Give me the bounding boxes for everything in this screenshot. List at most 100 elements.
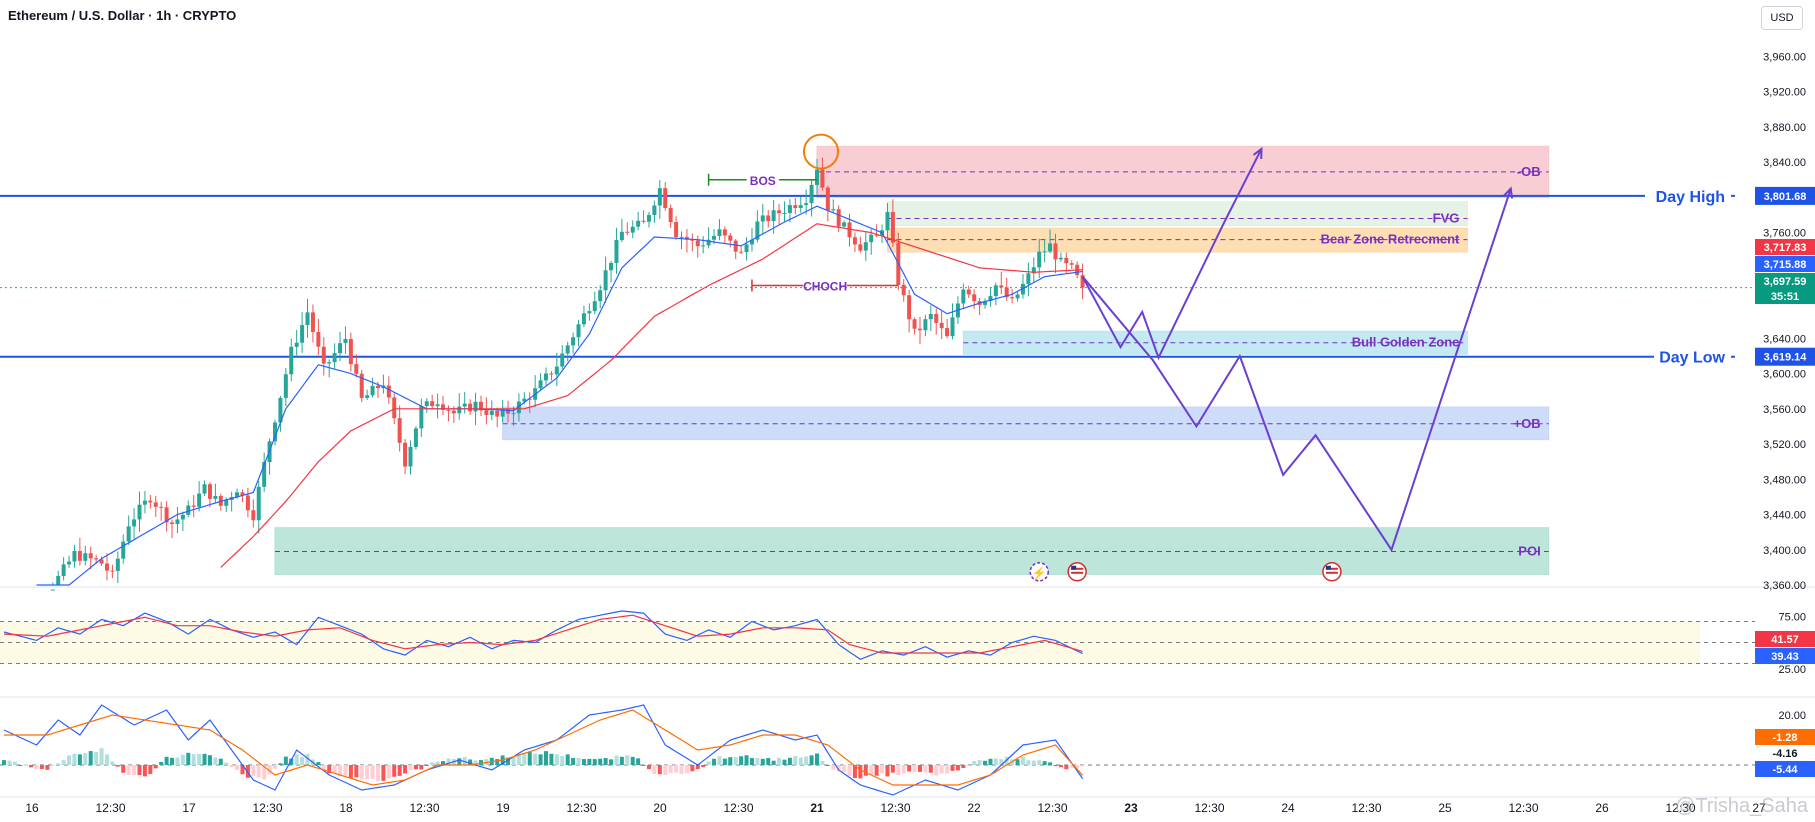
macd-histogram-bar[interactable] xyxy=(831,765,836,770)
candle-body[interactable] xyxy=(793,205,798,209)
candle-body[interactable] xyxy=(153,502,158,507)
candle-body[interactable] xyxy=(94,558,99,560)
macd-histogram-bar[interactable] xyxy=(245,765,250,778)
candle-body[interactable] xyxy=(408,446,413,467)
candle-body[interactable] xyxy=(690,239,695,241)
candle-body[interactable] xyxy=(197,493,202,507)
macd-histogram-bar[interactable] xyxy=(419,765,424,770)
macd-histogram-bar[interactable] xyxy=(690,765,695,772)
macd-histogram-bar[interactable] xyxy=(923,765,928,773)
macd-histogram-bar[interactable] xyxy=(408,765,413,771)
macd-histogram-bar[interactable] xyxy=(1037,760,1042,765)
macd-histogram-bar[interactable] xyxy=(29,765,34,768)
candle-body[interactable] xyxy=(885,211,890,231)
macd-histogram-bar[interactable] xyxy=(1048,762,1053,765)
macd-histogram-bar[interactable] xyxy=(527,752,532,765)
macd-histogram-bar[interactable] xyxy=(430,762,435,765)
macd-histogram-bar[interactable] xyxy=(23,764,28,766)
candle-body[interactable] xyxy=(332,353,337,363)
macd-histogram-bar[interactable] xyxy=(820,760,825,765)
macd-histogram-bar[interactable] xyxy=(684,765,689,774)
candle-body[interactable] xyxy=(847,222,852,238)
macd-histogram-bar[interactable] xyxy=(110,761,115,765)
candle-body[interactable] xyxy=(565,345,570,354)
macd-histogram-bar[interactable] xyxy=(121,765,126,773)
macd-histogram-bar[interactable] xyxy=(473,760,478,765)
macd-histogram-bar[interactable] xyxy=(327,765,332,774)
price-axis[interactable]: 3,360.00 3,400.00 3,440.00 3,480.00 3,520.00… xyxy=(1755,51,1815,592)
candle-body[interactable] xyxy=(72,550,77,562)
candle-body[interactable] xyxy=(587,311,592,314)
candle-body[interactable] xyxy=(506,409,511,414)
macd-histogram-bar[interactable] xyxy=(1080,765,1085,767)
candle-body[interactable] xyxy=(598,290,603,302)
macd-histogram-bar[interactable] xyxy=(45,765,50,770)
macd-histogram-bar[interactable] xyxy=(506,757,511,765)
macd-histogram-bar[interactable] xyxy=(99,748,104,765)
candle-body[interactable] xyxy=(251,510,256,521)
candle-body[interactable] xyxy=(619,231,624,241)
candle-body[interactable] xyxy=(988,296,993,301)
candle-body[interactable] xyxy=(668,208,673,223)
candle-body[interactable] xyxy=(343,338,348,344)
candle-body[interactable] xyxy=(424,401,429,407)
macd-histogram-bar[interactable] xyxy=(251,765,256,776)
candle-body[interactable] xyxy=(126,526,131,542)
macd-histogram-bar[interactable] xyxy=(392,765,397,777)
macd-histogram-bar[interactable] xyxy=(825,765,830,766)
macd-histogram-bar[interactable] xyxy=(533,753,538,765)
candle-body[interactable] xyxy=(1031,267,1036,274)
macd-histogram-bar[interactable] xyxy=(1042,761,1047,765)
macd-histogram-bar[interactable] xyxy=(397,765,402,776)
macd-histogram-bar[interactable] xyxy=(988,758,993,765)
candle-body[interactable] xyxy=(674,222,679,238)
macd-histogram-bar[interactable] xyxy=(1069,765,1074,768)
macd-histogram-bar[interactable] xyxy=(1053,765,1058,767)
macd-histogram-bar[interactable] xyxy=(999,759,1004,765)
candle-body[interactable] xyxy=(636,220,641,227)
macd-histogram-bar[interactable] xyxy=(218,758,223,765)
macd-histogram-bar[interactable] xyxy=(1031,760,1036,765)
macd-histogram-bar[interactable] xyxy=(712,758,717,765)
macd-histogram-bar[interactable] xyxy=(294,754,299,765)
macd-histogram-bar[interactable] xyxy=(581,759,586,765)
macd-pane[interactable]: 20.00 -1.28 -4.16 -5.44 xyxy=(0,704,1815,796)
candle-body[interactable] xyxy=(912,319,917,329)
candle-body[interactable] xyxy=(749,239,754,245)
candle-body[interactable] xyxy=(170,522,175,525)
macd-histogram-bar[interactable] xyxy=(961,765,966,769)
candle-body[interactable] xyxy=(441,404,446,410)
candle-body[interactable] xyxy=(121,541,126,559)
macd-histogram-bar[interactable] xyxy=(56,763,61,765)
candle-body[interactable] xyxy=(473,401,478,412)
macd-histogram-bar[interactable] xyxy=(896,765,901,776)
candle-body[interactable] xyxy=(1058,257,1063,260)
macd-histogram-bar[interactable] xyxy=(912,765,917,773)
candle-body[interactable] xyxy=(316,331,321,347)
candle-body[interactable] xyxy=(717,229,722,236)
candle-body[interactable] xyxy=(652,205,657,216)
macd-histogram-bar[interactable] xyxy=(77,754,82,765)
macd-histogram-bar[interactable] xyxy=(787,757,792,765)
candle-body[interactable] xyxy=(1048,243,1053,252)
candle-body[interactable] xyxy=(907,295,912,320)
macd-histogram-bar[interactable] xyxy=(104,754,109,765)
macd-histogram-bar[interactable] xyxy=(1015,759,1020,765)
candle-body[interactable] xyxy=(1053,243,1058,260)
candle-body[interactable] xyxy=(815,169,819,185)
candle-body[interactable] xyxy=(1042,251,1047,253)
macd-histogram-bar[interactable] xyxy=(375,765,380,782)
candle-body[interactable] xyxy=(869,234,874,243)
macd-histogram-bar[interactable] xyxy=(695,765,700,770)
candle-body[interactable] xyxy=(338,343,343,354)
macd-histogram-bar[interactable] xyxy=(1026,760,1031,765)
candle-body[interactable] xyxy=(56,575,61,585)
candle-body[interactable] xyxy=(386,385,391,398)
candle-body[interactable] xyxy=(603,270,608,291)
macd-histogram-bar[interactable] xyxy=(115,765,120,767)
macd-histogram-bar[interactable] xyxy=(587,758,592,765)
candle-body[interactable] xyxy=(462,403,467,407)
candle-body[interactable] xyxy=(609,262,614,271)
macd-histogram-bar[interactable] xyxy=(777,757,782,765)
